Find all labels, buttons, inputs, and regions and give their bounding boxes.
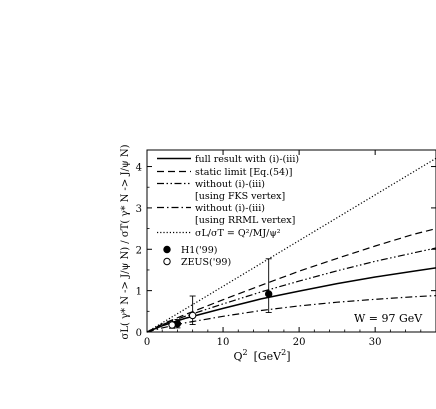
- y-tick-label: 3: [136, 204, 142, 215]
- axis-ticks: 0 10 20 30 0 1 2 3 4: [136, 150, 436, 348]
- x-axis-label: Q2 [GeV2]: [233, 348, 290, 363]
- series-line-dash-dot: [146, 295, 436, 333]
- legend-marker: [163, 257, 171, 266]
- legend: full result with (i)-(iii) static limit […: [157, 154, 299, 268]
- legend-label: ZEUS('99): [181, 257, 231, 268]
- h1-data-point: [264, 290, 273, 298]
- legend-label: static limit [Eq.(54)]: [195, 167, 292, 178]
- y-tick-label: 2: [136, 245, 142, 256]
- annotation-energy: W = 97 GeV: [354, 312, 423, 325]
- y-axis-label: σL( γ* N -> J/ψ N) / σT( γ* N -> J/ψ N): [120, 144, 131, 339]
- x-tick-label: 30: [369, 337, 382, 348]
- data-points: [168, 258, 273, 329]
- series-line-dashed: [146, 228, 436, 333]
- x-tick-label: 20: [293, 337, 306, 348]
- x-tick-label: 10: [217, 337, 230, 348]
- x-axis-label-unit-close: ]: [286, 350, 290, 363]
- legend-label: full result with (i)-(iii): [195, 154, 299, 165]
- x-axis-label-unit: [GeV: [254, 350, 283, 363]
- x-axis-label-q: Q: [233, 350, 242, 363]
- x-axis-label-q-sup: 2: [243, 348, 248, 357]
- legend-label: σL/σT = Q²/MJ/ψ²: [195, 228, 281, 239]
- x-axis-label-unit-sup: 2: [281, 348, 286, 357]
- legend-label: [using RRML vertex]: [195, 215, 295, 226]
- y-tick-label: 1: [136, 287, 142, 298]
- legend-label: H1('99): [181, 245, 217, 256]
- legend-marker: [163, 245, 171, 254]
- zeus-data-point: [168, 321, 176, 329]
- x-tick-label: 0: [144, 337, 150, 348]
- zeus-data-point: [188, 311, 197, 320]
- legend-label: without (i)-(iii): [195, 203, 265, 214]
- y-tick-label: 0: [136, 328, 142, 339]
- y-tick-label: 4: [136, 163, 142, 174]
- legend-label: [using FKS vertex]: [195, 191, 285, 202]
- legend-label: without (i)-(iii): [195, 179, 265, 190]
- plot-frame: [146, 149, 436, 333]
- series-line-dash-dot-dot: [146, 247, 436, 333]
